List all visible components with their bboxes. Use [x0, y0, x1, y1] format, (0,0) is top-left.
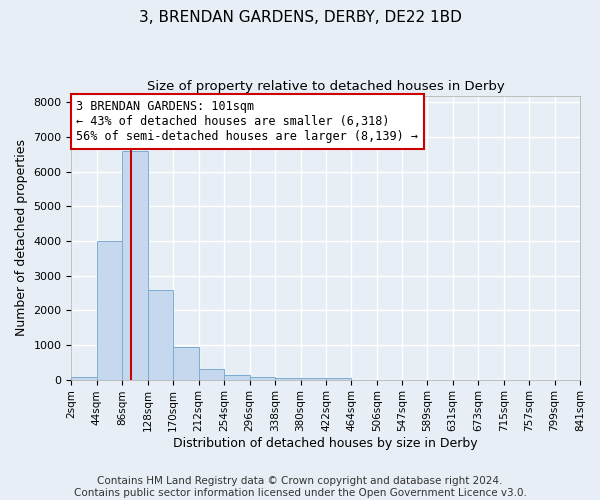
Bar	[97, 241, 122, 380]
Text: Contains HM Land Registry data © Crown copyright and database right 2024.
Contai: Contains HM Land Registry data © Crown c…	[74, 476, 526, 498]
Bar	[173, 346, 199, 380]
Bar	[326, 378, 352, 380]
Bar	[301, 378, 326, 380]
Bar	[199, 369, 224, 380]
Text: 3, BRENDAN GARDENS, DERBY, DE22 1BD: 3, BRENDAN GARDENS, DERBY, DE22 1BD	[139, 10, 461, 25]
Text: 3 BRENDAN GARDENS: 101sqm
← 43% of detached houses are smaller (6,318)
56% of se: 3 BRENDAN GARDENS: 101sqm ← 43% of detac…	[76, 100, 418, 143]
Bar	[224, 375, 250, 380]
Bar	[71, 377, 97, 380]
Bar	[275, 378, 301, 380]
Title: Size of property relative to detached houses in Derby: Size of property relative to detached ho…	[147, 80, 505, 93]
Bar	[250, 377, 275, 380]
Bar	[148, 290, 173, 380]
Y-axis label: Number of detached properties: Number of detached properties	[15, 139, 28, 336]
X-axis label: Distribution of detached houses by size in Derby: Distribution of detached houses by size …	[173, 437, 478, 450]
Bar	[122, 151, 148, 380]
